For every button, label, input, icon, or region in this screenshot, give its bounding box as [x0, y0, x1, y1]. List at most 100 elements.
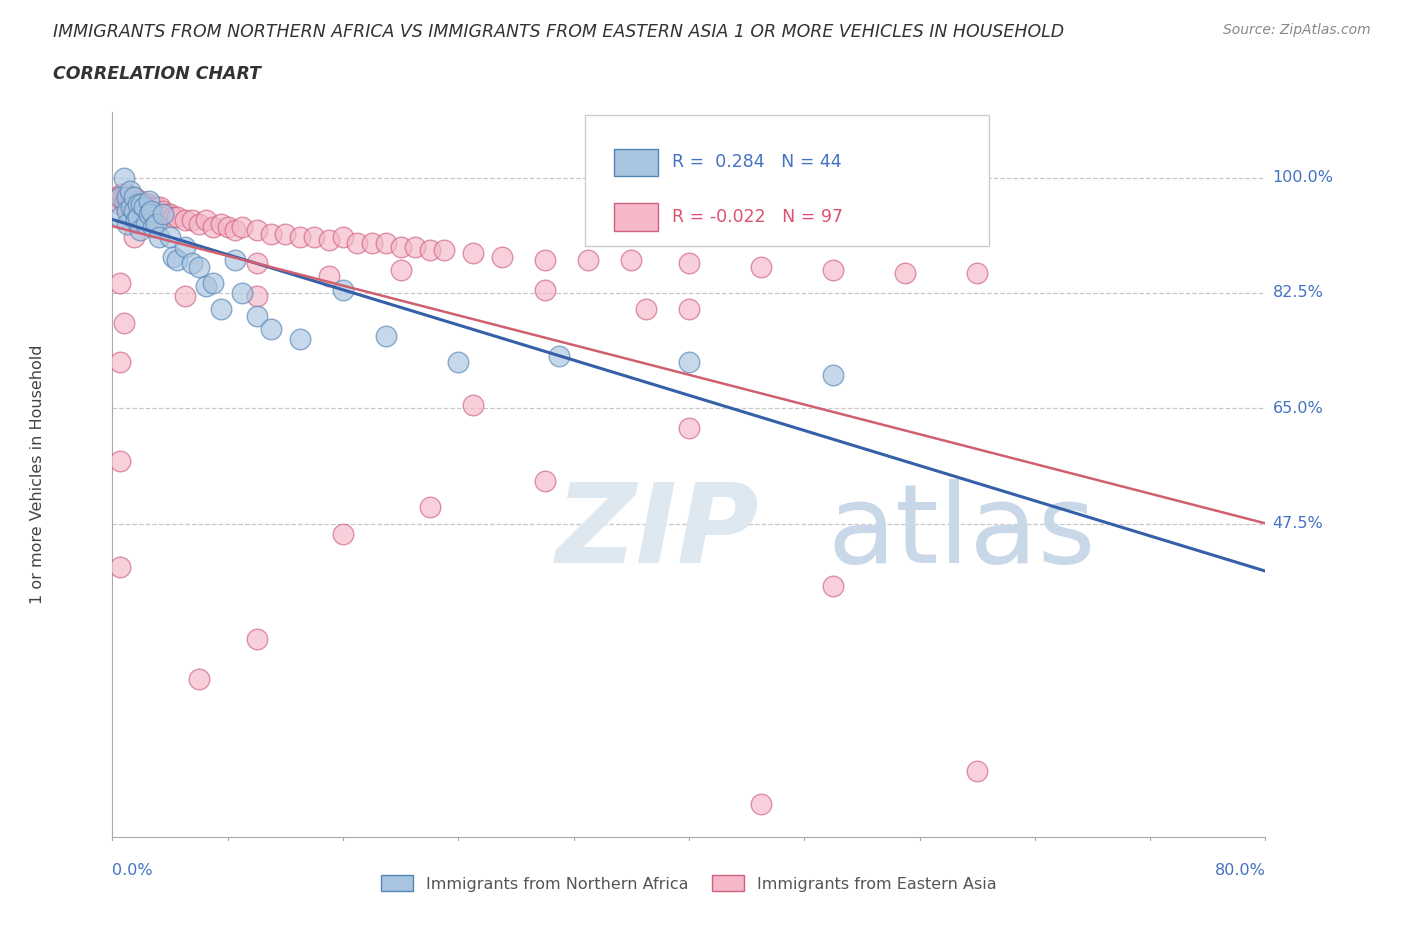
Point — [360, 236, 382, 251]
Point — [231, 219, 253, 234]
Point — [115, 187, 138, 202]
Point — [114, 196, 136, 211]
Point — [634, 302, 657, 317]
Point — [332, 230, 354, 245]
Point — [534, 253, 557, 268]
Point — [115, 196, 138, 211]
Point — [246, 309, 269, 324]
Point — [112, 193, 135, 208]
Point — [678, 354, 700, 369]
Point — [128, 196, 150, 211]
Point — [112, 170, 135, 185]
Point — [389, 239, 412, 254]
Point — [821, 368, 844, 383]
Text: 47.5%: 47.5% — [1272, 516, 1323, 531]
Point — [152, 206, 174, 221]
Point — [404, 239, 426, 254]
Point — [894, 266, 917, 281]
Text: 65.0%: 65.0% — [1272, 401, 1323, 416]
Point — [108, 454, 131, 469]
Point — [108, 209, 131, 224]
Point — [318, 269, 340, 284]
Text: 82.5%: 82.5% — [1272, 286, 1323, 300]
Point — [138, 203, 160, 218]
Point — [127, 196, 149, 211]
Point — [118, 190, 141, 205]
Point — [122, 203, 145, 218]
Point — [129, 200, 153, 215]
FancyBboxPatch shape — [614, 149, 658, 176]
Point — [108, 190, 131, 205]
Point — [620, 253, 643, 268]
Point — [548, 348, 571, 363]
Point — [108, 196, 131, 211]
Point — [110, 187, 132, 202]
Point — [162, 249, 184, 264]
Point — [127, 209, 149, 224]
Point — [332, 526, 354, 541]
Point — [108, 190, 131, 205]
Point — [180, 213, 202, 228]
Point — [118, 193, 141, 208]
Point — [180, 256, 202, 271]
Point — [188, 671, 211, 686]
Point — [224, 253, 246, 268]
Point — [159, 206, 181, 221]
Point — [678, 256, 700, 271]
Point — [461, 398, 484, 413]
Point — [127, 200, 149, 215]
Point — [152, 203, 174, 218]
Point — [318, 232, 340, 247]
Point — [108, 354, 131, 369]
Text: 1 or more Vehicles in Household: 1 or more Vehicles in Household — [30, 344, 45, 604]
Point — [749, 259, 772, 274]
Legend: Immigrants from Northern Africa, Immigrants from Eastern Asia: Immigrants from Northern Africa, Immigra… — [375, 869, 1002, 898]
Point — [678, 302, 700, 317]
Point — [114, 193, 136, 208]
Point — [209, 302, 232, 317]
Point — [173, 213, 195, 228]
Point — [246, 256, 269, 271]
Point — [156, 206, 179, 221]
Text: Source: ZipAtlas.com: Source: ZipAtlas.com — [1223, 23, 1371, 37]
Point — [749, 797, 772, 812]
Point — [118, 183, 141, 198]
Point — [115, 217, 138, 232]
Point — [128, 223, 150, 238]
Point — [125, 193, 148, 208]
Point — [375, 236, 398, 251]
Point — [260, 322, 283, 337]
Text: R = -0.022   N = 97: R = -0.022 N = 97 — [672, 207, 842, 226]
Point — [134, 200, 156, 215]
Point — [124, 193, 146, 208]
Point — [111, 190, 134, 205]
Point — [166, 209, 188, 224]
Point — [145, 217, 167, 232]
Point — [173, 239, 195, 254]
Point — [142, 203, 165, 218]
Point — [534, 473, 557, 488]
Point — [260, 226, 283, 241]
Point — [132, 198, 155, 213]
Point — [209, 217, 232, 232]
Point — [433, 243, 456, 258]
Point — [389, 262, 412, 277]
Point — [375, 328, 398, 343]
Point — [534, 282, 557, 297]
Point — [288, 332, 311, 347]
Point — [134, 200, 156, 215]
Point — [332, 282, 354, 297]
Point — [246, 289, 269, 304]
Point — [162, 209, 184, 224]
Point — [149, 200, 172, 215]
Point — [246, 631, 269, 646]
Point — [419, 499, 441, 514]
Point — [138, 193, 160, 208]
Point — [304, 230, 326, 245]
Point — [966, 764, 988, 778]
Point — [288, 230, 311, 245]
Point — [821, 262, 844, 277]
Point — [108, 559, 131, 574]
Point — [138, 206, 160, 221]
Point — [124, 213, 146, 228]
